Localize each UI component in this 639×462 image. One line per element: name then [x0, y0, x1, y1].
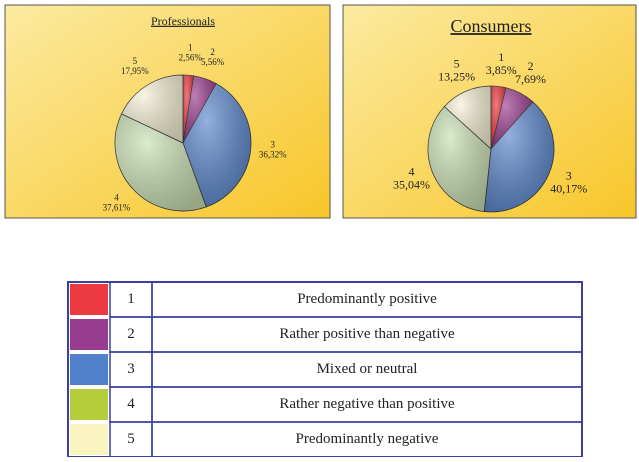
row-label: Predominantly positive: [297, 291, 437, 307]
slice-shade: [444, 86, 491, 149]
row-label: Rather negative than positive: [279, 396, 455, 412]
slice-shade: [491, 87, 533, 149]
chart-title: Consumers: [451, 16, 532, 36]
color-swatch: [70, 284, 108, 315]
row-number: 2: [127, 326, 135, 342]
slice-category: 2: [210, 47, 215, 57]
slice-category: 3: [270, 139, 275, 149]
slice-category: 1: [498, 50, 504, 64]
row-number: 3: [127, 361, 135, 377]
slice-category: 5: [454, 57, 460, 71]
slice-label: 2,56%: [179, 52, 203, 62]
color-swatch: [70, 424, 108, 455]
slice-category: 2: [528, 59, 534, 73]
slice-label: 36,32%: [259, 149, 287, 159]
row-label: Predominantly negative: [296, 431, 439, 447]
row-label: Rather positive than negative: [279, 326, 455, 342]
slice-label: 13,25%: [438, 70, 475, 84]
slice-label: 17,95%: [121, 66, 149, 76]
slice-label: 7,69%: [515, 72, 546, 86]
row-number: 5: [127, 431, 135, 447]
row-label: Mixed or neutral: [317, 361, 418, 377]
slice-label: 40,17%: [550, 182, 587, 196]
slice-label: 3,85%: [486, 63, 517, 77]
slice-label: 5,56%: [201, 57, 225, 67]
slice-category: 5: [133, 56, 138, 66]
color-swatch: [70, 354, 108, 385]
slice-shade: [428, 106, 491, 212]
slice-label: 35,04%: [393, 177, 430, 191]
slice-shade: [121, 75, 183, 143]
row-number: 1: [127, 291, 135, 307]
slice-category: 3: [566, 169, 572, 183]
color-swatch: [70, 389, 108, 420]
slice-label: 37,61%: [103, 203, 131, 213]
slice-shade: [114, 113, 207, 212]
chart-title: Professionals: [151, 14, 215, 28]
slice-category: 1: [188, 42, 193, 52]
slice-category: 4: [114, 193, 119, 203]
slice-shade: [484, 101, 555, 212]
slice-shade: [183, 75, 217, 143]
legend-table: 1 Predominantly positive 2 Rather positive …: [67, 281, 583, 458]
color-swatch: [70, 319, 108, 350]
slice-shade: [183, 83, 251, 207]
row-number: 4: [127, 396, 135, 412]
slice-category: 4: [409, 164, 415, 178]
